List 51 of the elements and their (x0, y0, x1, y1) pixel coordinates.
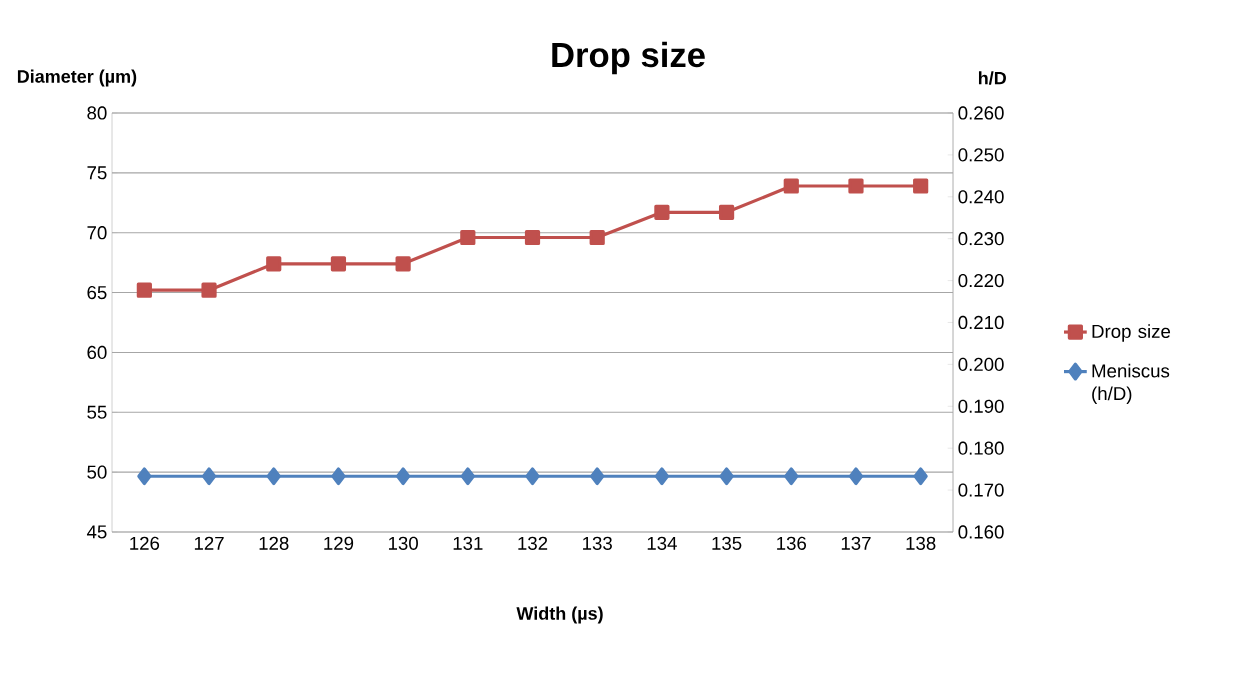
x-tick-label: 129 (324, 536, 354, 550)
x-tick-label: 134 (647, 536, 677, 550)
point (330, 256, 347, 272)
legend-label: Drop size (1092, 324, 1171, 342)
x-tick-label: 137 (841, 536, 871, 550)
x-tick-label: 133 (583, 536, 612, 550)
y2-tick-label: 0.200 (958, 357, 1004, 371)
y-tick-label: 50 (87, 465, 107, 479)
point (848, 178, 864, 194)
y2-tick-label: 0.180 (958, 441, 1004, 455)
x-tick-label: 127 (194, 536, 224, 550)
x-axis-title: Width (µs) (516, 606, 603, 624)
point (589, 229, 605, 246)
point (395, 256, 411, 272)
point (136, 282, 152, 298)
chart-title: Drop size (552, 41, 705, 75)
y-tick-label: 65 (87, 285, 107, 300)
y2-tick-label: 0.260 (958, 106, 1004, 120)
x-tick-label: 135 (712, 536, 742, 550)
y2-tick-label: 0.170 (958, 483, 1004, 497)
y2-tick-label: 0.190 (958, 399, 1004, 413)
y-tick-label: 45 (86, 525, 107, 539)
point (654, 204, 670, 220)
y2-tick-label: 0.250 (958, 148, 1004, 162)
y2-tick-label: 0.230 (958, 232, 1004, 246)
y2-axis-title: h/D (978, 71, 1006, 85)
point (266, 256, 282, 272)
y2-tick-label: 0.160 (958, 525, 1004, 539)
x-tick-label: 136 (777, 536, 807, 550)
y-tick-label: 80 (87, 106, 107, 120)
x-tick-label: 132 (518, 536, 548, 550)
x-tick-label: 138 (906, 536, 936, 550)
y2-tick-label: 0.240 (958, 190, 1004, 204)
x-tick-label: 131 (453, 536, 483, 550)
y-axis-title: Diameter (µm) (17, 69, 137, 87)
y-tick-label: 55 (87, 405, 107, 419)
y-tick-label: 75 (87, 166, 107, 180)
y2-tick-label: 0.210 (958, 315, 1004, 330)
y-tick-label: 60 (87, 345, 107, 360)
x-tick-label: 126 (130, 536, 160, 550)
y2-tick-label: 0.220 (958, 273, 1004, 288)
x-tick-label: 128 (259, 536, 289, 550)
point (718, 204, 735, 220)
point (913, 178, 929, 194)
point (460, 229, 476, 246)
point (783, 178, 799, 194)
y-tick-label: 70 (87, 226, 107, 240)
point (201, 282, 217, 298)
point (524, 229, 541, 246)
x-tick-label: 130 (388, 536, 418, 550)
legend-label: Meniscus (h/D) (1092, 363, 1170, 404)
